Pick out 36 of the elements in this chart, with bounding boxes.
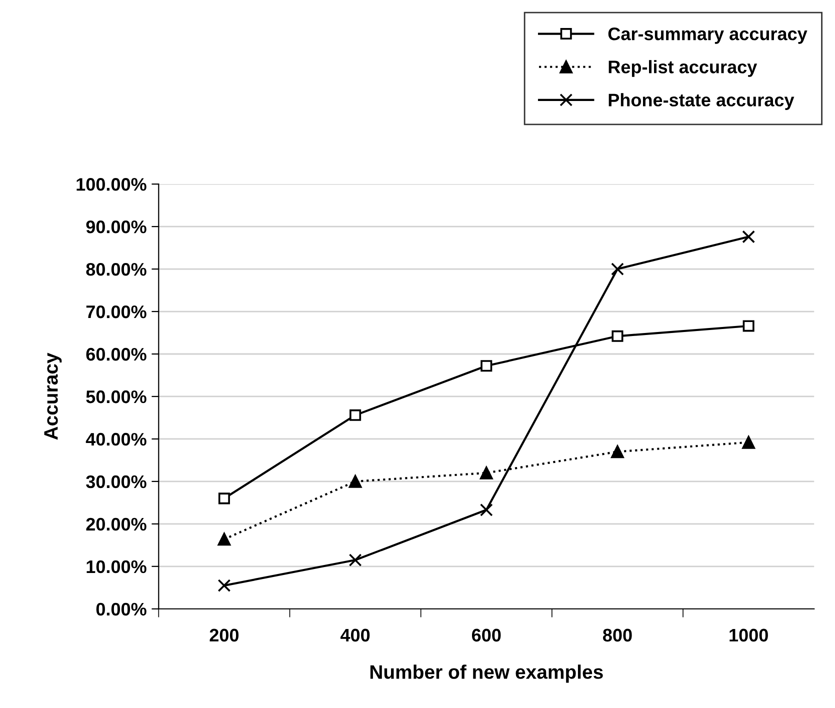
point — [742, 436, 756, 449]
y-tick-label: 70.00% — [86, 305, 146, 318]
point — [611, 262, 624, 276]
y-tick-label: 40.00% — [86, 432, 146, 446]
point — [350, 409, 362, 421]
point — [480, 466, 493, 480]
point — [480, 360, 492, 372]
x-tick-label: 200 — [210, 628, 239, 642]
y-tick-label: 90.00% — [86, 220, 146, 234]
legend-label: Rep-list accuracy — [608, 60, 758, 77]
y-tick-label: 20.00% — [86, 518, 146, 531]
y-axis-title: Accuracy — [44, 352, 62, 440]
x-tick-label: 400 — [340, 628, 370, 642]
legend-label: Phone-state accuracy — [608, 93, 794, 110]
point — [218, 492, 230, 504]
y-tick-label: 100.00% — [76, 178, 146, 191]
point — [218, 532, 231, 546]
y-tick-label: 80.00% — [86, 262, 146, 276]
y-tick-label: 30.00% — [86, 475, 146, 488]
point — [218, 579, 231, 592]
x-tick-label: 1000 — [730, 628, 768, 642]
point — [742, 320, 754, 332]
point — [348, 474, 362, 488]
x-tick-label: 600 — [472, 628, 501, 642]
point — [611, 445, 624, 458]
point — [480, 503, 493, 516]
y-tick-label: 60.00% — [86, 348, 146, 361]
point — [612, 330, 624, 342]
point — [348, 554, 362, 566]
y-tick-label: 50.00% — [86, 390, 146, 404]
x-tick-label: 800 — [602, 628, 632, 642]
y-tick-label: 0.00% — [96, 602, 146, 616]
point — [742, 230, 756, 244]
y-tick-label: 10.00% — [86, 560, 146, 574]
legend-label: Car-summary accuracy — [608, 27, 808, 44]
x-axis-title: Number of new examples — [370, 664, 603, 683]
